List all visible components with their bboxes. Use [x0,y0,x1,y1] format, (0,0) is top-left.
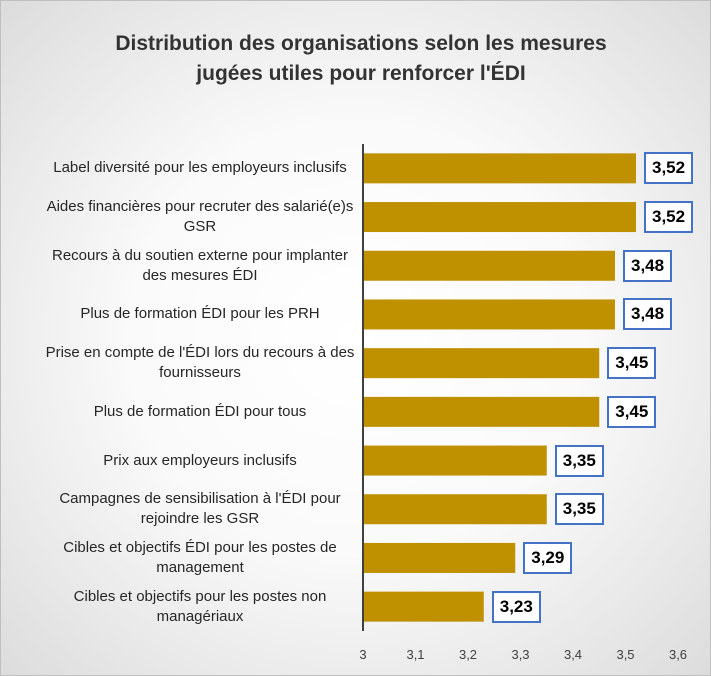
bar [363,396,600,427]
bar [363,494,547,525]
bar [363,542,516,573]
x-tick-label: 3,3 [511,647,530,662]
data-label: 3,48 [623,298,673,331]
x-tick-label: 3,2 [458,647,478,662]
data-label: 3,35 [554,444,604,477]
data-label: 3,45 [607,347,657,380]
y-tick-label: Prix aux employeurs inclusifs [103,451,297,469]
data-label: 3,45 [607,395,657,428]
chart-title: Distribution des organisations selon les… [115,32,607,85]
y-tick-label: Recours à du soutien externe pour implan… [51,246,348,284]
data-label: 3,48 [623,249,673,282]
x-tick-label: 3,4 [563,647,583,662]
y-tick-label: Aides financières pour recruter des sala… [46,198,354,236]
x-tick-label: 3 [359,647,367,662]
y-tick-label: Cibles et objectifs pour les postes non … [73,587,327,625]
bar [363,153,636,184]
data-label: 3,52 [644,152,694,185]
x-tick-label: 3,1 [406,647,425,662]
y-tick-label: Prise en compte de l'ÉDI lors du recours… [45,344,355,382]
data-label: 3,29 [523,541,573,574]
y-tick-label: Campagnes de sensibilisation à l'ÉDI pou… [59,490,341,528]
bar [363,348,600,379]
y-tick-label: Label diversité pour les employeurs incl… [53,159,347,177]
x-tick-label: 3,6 [668,647,688,662]
bar [363,202,636,233]
data-label: 3,52 [644,201,694,234]
bar [363,445,547,476]
data-label: 3,23 [491,590,541,623]
y-tick-label: Cibles et objectifs ÉDI pour les postes … [63,538,337,576]
x-tick-label: 3,5 [616,647,635,662]
y-tick-label: Plus de formation ÉDI pour les PRH [80,305,320,323]
data-label: 3,35 [554,493,604,526]
bar [363,250,615,281]
bar [363,591,484,622]
bar [363,299,615,330]
y-tick-label: Plus de formation ÉDI pour tous [93,402,307,420]
